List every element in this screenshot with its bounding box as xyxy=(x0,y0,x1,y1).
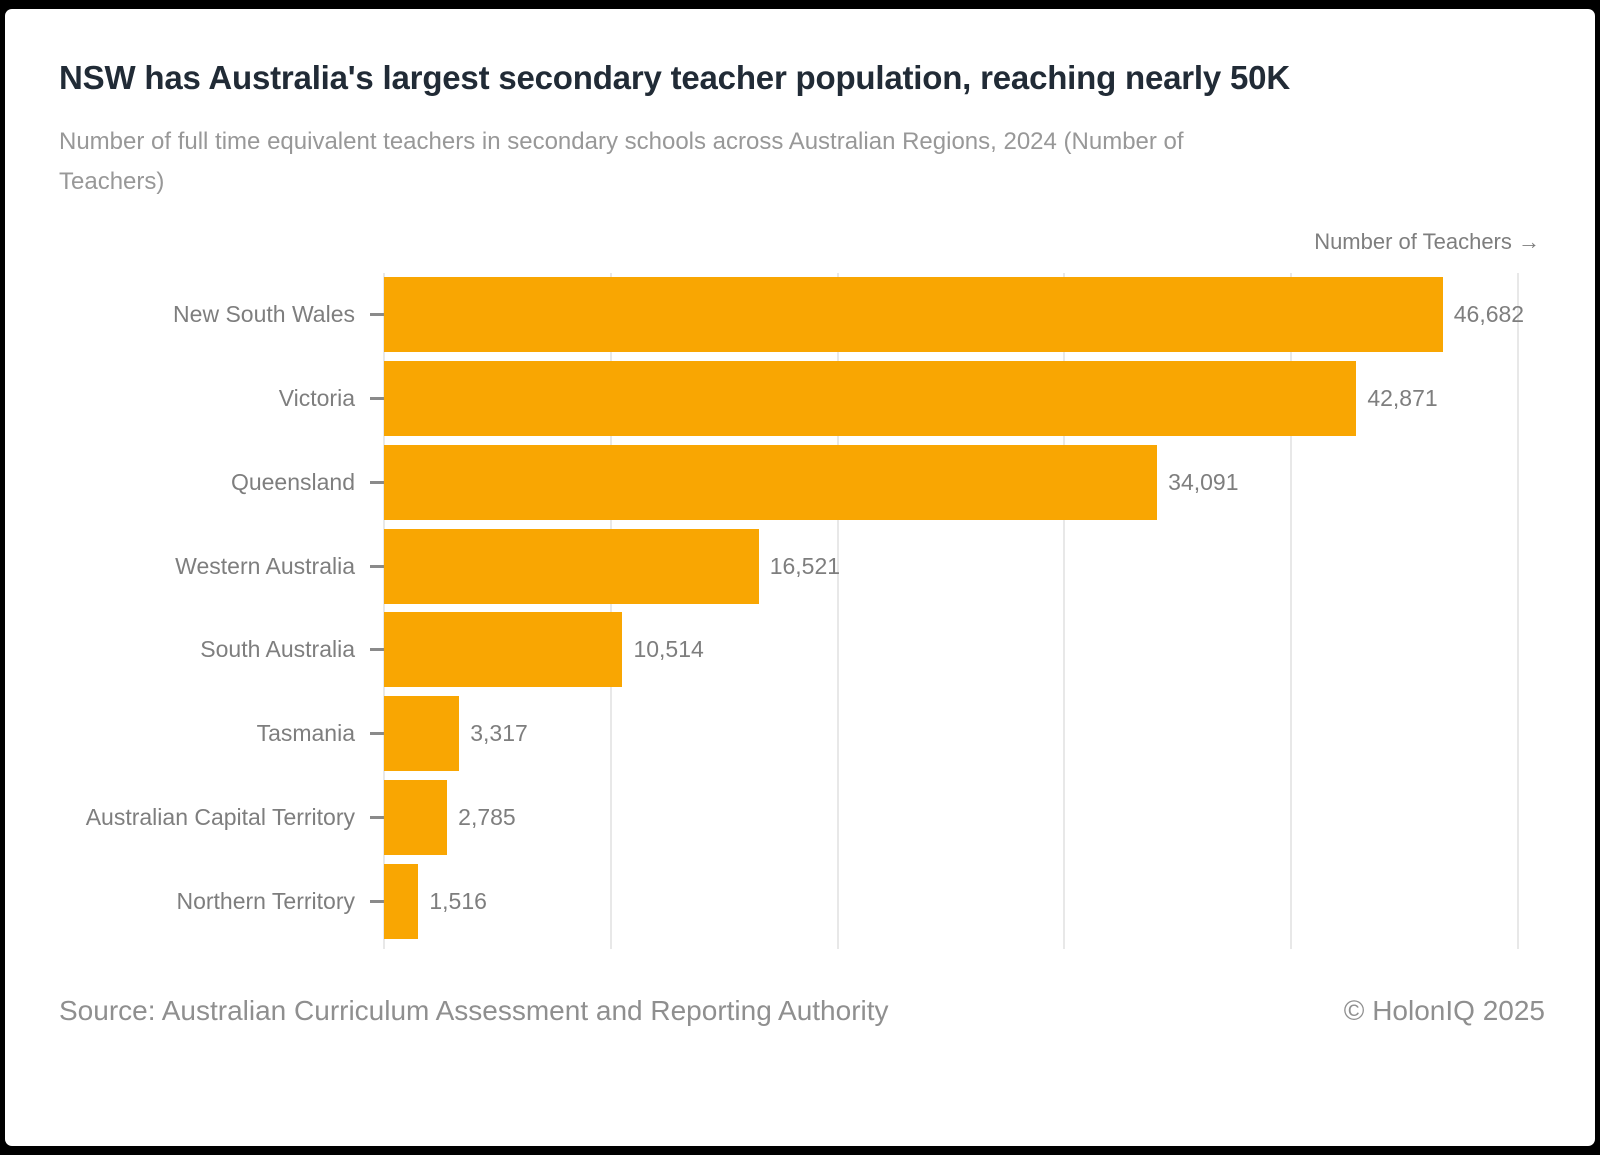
value-label: 46,682 xyxy=(1453,301,1525,328)
value-label: 1,516 xyxy=(429,887,487,914)
bar-track: 1,516 xyxy=(384,859,1518,943)
gridline xyxy=(609,273,612,949)
bar-track: 46,682 xyxy=(384,273,1524,357)
category-tick xyxy=(370,732,384,736)
category-tick-cell xyxy=(355,899,384,903)
bar-track: 3,317 xyxy=(384,692,1518,776)
category-tick xyxy=(370,815,384,819)
bar-track: 2,785 xyxy=(384,776,1518,860)
category-tick-cell xyxy=(355,480,384,484)
gridline xyxy=(836,273,839,949)
gridline xyxy=(1290,273,1293,949)
category-tick xyxy=(370,480,384,484)
category-label: Victoria xyxy=(278,385,355,412)
gridline xyxy=(1063,273,1066,949)
bar xyxy=(384,277,1443,353)
chart-row: Western Australia 16,521 xyxy=(59,524,1518,608)
bar-track: 34,091 xyxy=(384,441,1518,525)
chart-row: Tasmania 3,317 xyxy=(59,692,1518,776)
category-label: Australian Capital Territory xyxy=(85,803,355,830)
bar-track: 42,871 xyxy=(384,357,1518,441)
category-tick-cell xyxy=(355,732,384,736)
grid-layer xyxy=(383,273,1519,949)
chart-row: South Australia 10,514 xyxy=(59,608,1518,692)
category-tick xyxy=(370,899,384,903)
y-axis-line xyxy=(383,273,385,949)
bar xyxy=(384,444,1158,520)
value-label: 42,871 xyxy=(1367,385,1438,412)
category-tick xyxy=(370,397,384,401)
chart-row: Victoria 42,871 xyxy=(59,357,1518,441)
chart-row: Queensland 34,091 xyxy=(59,441,1518,525)
bar xyxy=(384,779,448,855)
category-label: Queensland xyxy=(230,468,355,495)
category-tick-cell xyxy=(355,648,384,652)
category-tick-cell xyxy=(355,815,384,819)
value-label: 2,785 xyxy=(458,803,516,830)
gridline xyxy=(1517,273,1519,949)
category-label: Tasmania xyxy=(256,720,355,747)
bar xyxy=(384,696,460,772)
category-label: Western Australia xyxy=(175,552,355,579)
category-tick-cell xyxy=(355,313,384,317)
x-axis-label: Number of Teachers → xyxy=(1314,229,1540,254)
bar xyxy=(384,528,759,604)
chart-subtitle-line2: Teachers) xyxy=(59,168,165,195)
chart-title: NSW has Australia's largest secondary te… xyxy=(59,59,1290,96)
category-label: New South Wales xyxy=(173,301,355,328)
chart-row: New South Wales 46,682 xyxy=(59,273,1524,357)
chart-row: Northern Territory 1,516 xyxy=(59,859,1518,943)
category-label: Northern Territory xyxy=(176,887,355,914)
source-text: Source: Australian Curriculum Assessment… xyxy=(59,995,889,1026)
category-tick xyxy=(370,564,384,568)
value-label: 3,317 xyxy=(470,720,528,747)
bar xyxy=(384,361,1357,437)
category-label: South Australia xyxy=(200,636,355,663)
category-tick xyxy=(370,313,384,317)
bar xyxy=(384,863,419,939)
chart-footer: Source: Australian Curriculum Assessment… xyxy=(59,995,1545,1027)
bar xyxy=(384,612,623,688)
chart-rows: New South Wales 46,682 Victoria 42,871 Queen… xyxy=(59,273,1524,943)
value-label: 34,091 xyxy=(1168,468,1239,495)
chart-row: Australian Capital Territory 2,785 xyxy=(59,776,1518,860)
category-tick-cell xyxy=(355,397,384,401)
chart-subtitle-line1: Number of full time equivalent teachers … xyxy=(59,128,1184,155)
bar-track: 16,521 xyxy=(384,524,1518,608)
bar-track: 10,514 xyxy=(384,608,1518,692)
copyright-text: © HolonIQ 2025 xyxy=(1343,995,1545,1026)
category-tick xyxy=(370,648,384,652)
category-tick-cell xyxy=(355,564,384,568)
bar-chart: New South Wales 46,682 Victoria 42,871 Queen… xyxy=(59,273,1524,949)
chart-subtitle: Number of full time equivalent teachers … xyxy=(59,122,1184,202)
value-label: 10,514 xyxy=(633,636,704,663)
value-label: 16,521 xyxy=(769,552,841,579)
chart-card: NSW has Australia's largest secondary te… xyxy=(5,9,1595,1146)
